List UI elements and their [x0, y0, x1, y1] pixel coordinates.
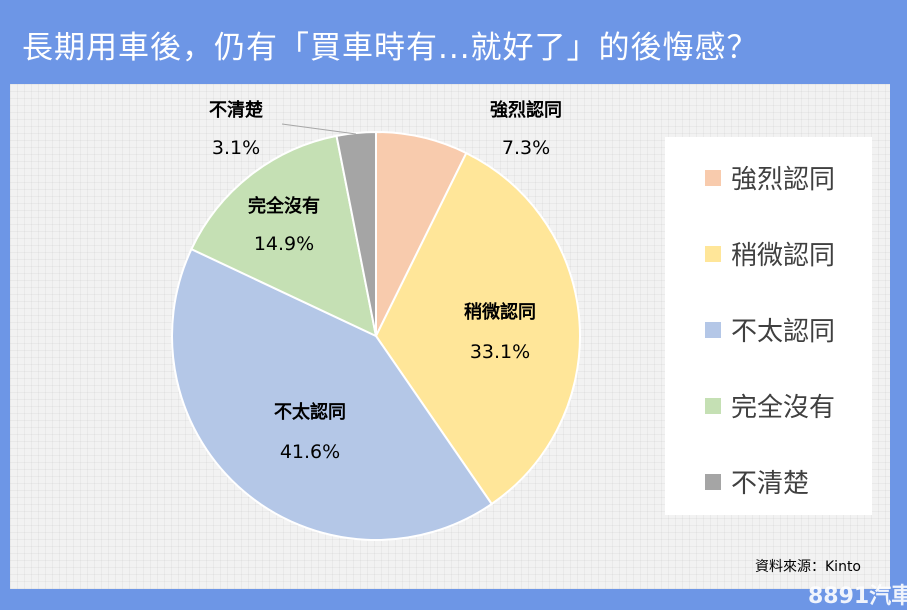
legend-swatch-2 — [705, 245, 721, 262]
legend-label-1: 強烈認同 — [731, 165, 836, 195]
source-note: 資料來源：Kinto — [755, 559, 861, 575]
legend: 強烈認同稍微認同不太認同完全沒有不清楚 — [665, 137, 872, 515]
slice-value-5: 3.1% — [212, 137, 260, 159]
legend-item-1: 強烈認同 — [705, 159, 835, 196]
slice-label-4: 完全沒有 — [248, 195, 320, 217]
pie-slice-2 — [374, 151, 581, 506]
slice-value-3: 41.6% — [280, 441, 340, 463]
slice-label-2: 稍微認同 — [464, 301, 536, 323]
legend-swatch-3 — [705, 321, 721, 338]
pie-slice-3 — [171, 247, 494, 541]
slice-label-3: 不太認同 — [274, 401, 346, 423]
pie-slice-5 — [335, 130, 377, 337]
leader-line-5 — [281, 123, 357, 135]
legend-label-4: 完全沒有 — [731, 393, 836, 423]
legend-swatch-4 — [705, 397, 721, 414]
legend-label-5: 不清楚 — [731, 469, 810, 499]
legend-item-5: 不清楚 — [705, 463, 809, 500]
slice-value-1: 7.3% — [502, 137, 550, 159]
legend-item-3: 不太認同 — [705, 311, 835, 348]
pie-slice-4 — [190, 134, 378, 338]
watermark-logo: 8891汽車 — [808, 584, 907, 609]
legend-swatch-5 — [705, 473, 721, 490]
slice-label-5: 不清楚 — [209, 99, 263, 121]
legend-item-2: 稍微認同 — [705, 235, 835, 272]
legend-item-4: 完全沒有 — [705, 387, 835, 424]
legend-label-3: 不太認同 — [731, 317, 836, 347]
slice-value-2: 33.1% — [470, 341, 530, 363]
chart-title: 長期用車後，仍有「買車時有...就好了」的後悔感？ — [22, 30, 759, 66]
legend-swatch-1 — [705, 169, 721, 186]
slice-label-1: 強烈認同 — [490, 99, 562, 121]
slice-value-4: 14.9% — [254, 233, 314, 255]
legend-label-2: 稍微認同 — [731, 241, 836, 271]
